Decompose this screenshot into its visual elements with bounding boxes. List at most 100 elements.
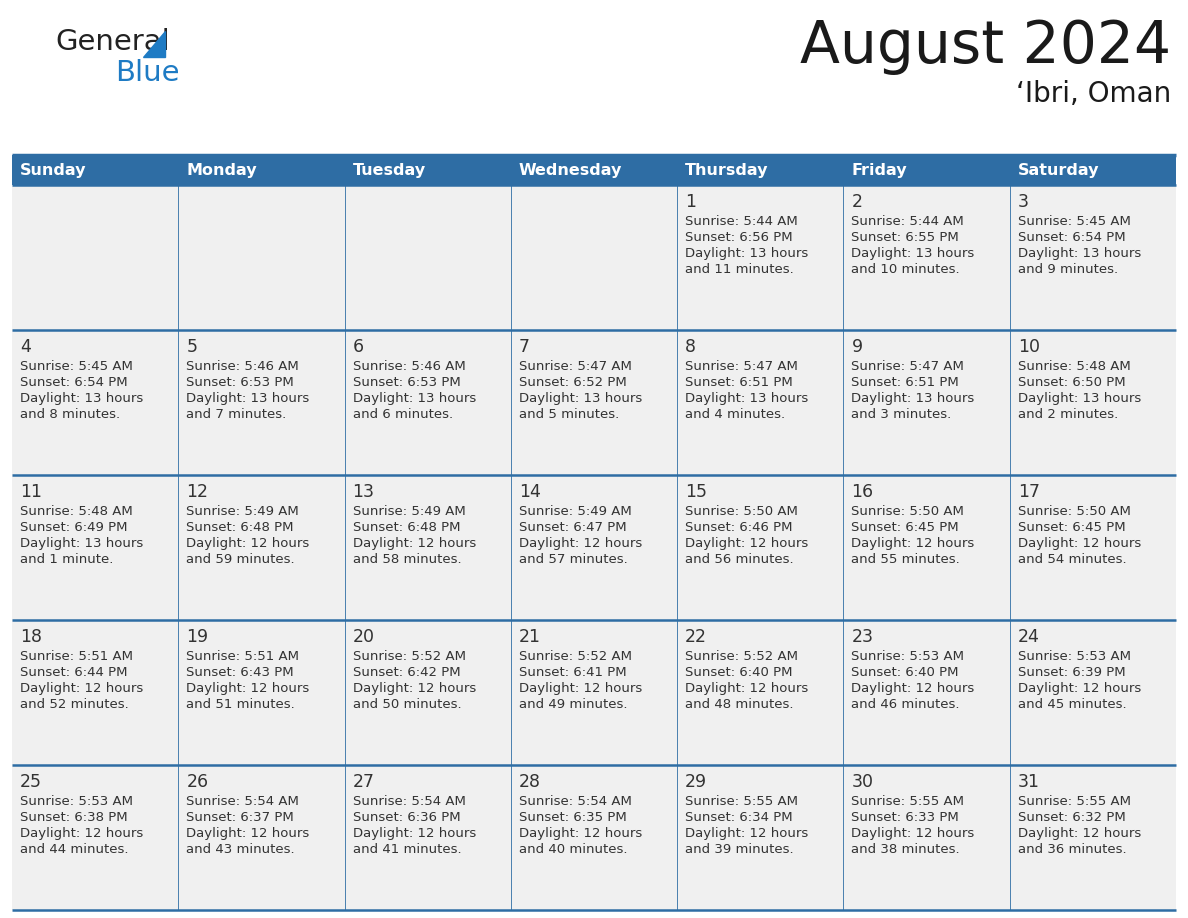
Text: and 52 minutes.: and 52 minutes. <box>20 698 128 711</box>
Polygon shape <box>143 31 165 57</box>
Text: Sunrise: 5:46 AM: Sunrise: 5:46 AM <box>187 360 299 373</box>
Text: and 54 minutes.: and 54 minutes. <box>1018 553 1126 566</box>
Text: Sunrise: 5:51 AM: Sunrise: 5:51 AM <box>20 650 133 663</box>
Text: Sunrise: 5:47 AM: Sunrise: 5:47 AM <box>519 360 632 373</box>
Text: 27: 27 <box>353 773 374 791</box>
Bar <box>12 475 1176 620</box>
Text: 13: 13 <box>353 483 374 501</box>
Text: Daylight: 13 hours: Daylight: 13 hours <box>20 537 144 550</box>
Text: Sunrise: 5:49 AM: Sunrise: 5:49 AM <box>353 505 466 518</box>
Text: and 40 minutes.: and 40 minutes. <box>519 843 627 856</box>
Bar <box>12 155 1176 185</box>
Text: Sunrise: 5:52 AM: Sunrise: 5:52 AM <box>519 650 632 663</box>
Text: 14: 14 <box>519 483 541 501</box>
Text: Daylight: 12 hours: Daylight: 12 hours <box>685 827 808 840</box>
Text: Sunset: 6:51 PM: Sunset: 6:51 PM <box>685 376 792 389</box>
Text: Daylight: 13 hours: Daylight: 13 hours <box>852 392 974 405</box>
Text: Sunset: 6:33 PM: Sunset: 6:33 PM <box>852 811 959 824</box>
Text: Sunset: 6:36 PM: Sunset: 6:36 PM <box>353 811 460 824</box>
Text: Daylight: 12 hours: Daylight: 12 hours <box>20 682 144 695</box>
Text: Tuesday: Tuesday <box>353 162 425 177</box>
Text: 28: 28 <box>519 773 541 791</box>
Text: 29: 29 <box>685 773 707 791</box>
Text: ‘Ibri, Oman: ‘Ibri, Oman <box>1016 80 1171 108</box>
Text: and 4 minutes.: and 4 minutes. <box>685 408 785 421</box>
Text: Sunset: 6:56 PM: Sunset: 6:56 PM <box>685 231 792 244</box>
Text: Sunrise: 5:50 AM: Sunrise: 5:50 AM <box>852 505 965 518</box>
Text: 4: 4 <box>20 338 31 356</box>
Text: Daylight: 12 hours: Daylight: 12 hours <box>187 827 310 840</box>
Text: Daylight: 13 hours: Daylight: 13 hours <box>1018 392 1140 405</box>
Text: 11: 11 <box>20 483 42 501</box>
Text: Sunset: 6:55 PM: Sunset: 6:55 PM <box>852 231 959 244</box>
Text: and 1 minute.: and 1 minute. <box>20 553 113 566</box>
Text: Sunset: 6:40 PM: Sunset: 6:40 PM <box>685 666 792 679</box>
Bar <box>12 765 1176 910</box>
Text: Daylight: 13 hours: Daylight: 13 hours <box>187 392 310 405</box>
Text: and 9 minutes.: and 9 minutes. <box>1018 263 1118 276</box>
Text: and 57 minutes.: and 57 minutes. <box>519 553 627 566</box>
Text: and 3 minutes.: and 3 minutes. <box>852 408 952 421</box>
Text: Sunrise: 5:55 AM: Sunrise: 5:55 AM <box>852 795 965 808</box>
Text: Friday: Friday <box>852 162 908 177</box>
Text: Sunrise: 5:46 AM: Sunrise: 5:46 AM <box>353 360 466 373</box>
Text: Daylight: 12 hours: Daylight: 12 hours <box>852 827 974 840</box>
Text: Daylight: 13 hours: Daylight: 13 hours <box>1018 247 1140 260</box>
Text: and 46 minutes.: and 46 minutes. <box>852 698 960 711</box>
Text: Sunrise: 5:54 AM: Sunrise: 5:54 AM <box>187 795 299 808</box>
Text: 23: 23 <box>852 628 873 646</box>
Text: Wednesday: Wednesday <box>519 162 623 177</box>
Text: Sunrise: 5:44 AM: Sunrise: 5:44 AM <box>852 215 965 228</box>
Text: Daylight: 12 hours: Daylight: 12 hours <box>1018 537 1140 550</box>
Text: 26: 26 <box>187 773 208 791</box>
Text: Daylight: 13 hours: Daylight: 13 hours <box>519 392 642 405</box>
Text: Sunday: Sunday <box>20 162 87 177</box>
Text: 16: 16 <box>852 483 873 501</box>
Text: Daylight: 12 hours: Daylight: 12 hours <box>20 827 144 840</box>
Text: Thursday: Thursday <box>685 162 769 177</box>
Text: Sunset: 6:43 PM: Sunset: 6:43 PM <box>187 666 293 679</box>
Text: Sunrise: 5:47 AM: Sunrise: 5:47 AM <box>852 360 965 373</box>
Text: Sunrise: 5:52 AM: Sunrise: 5:52 AM <box>685 650 798 663</box>
Text: Sunrise: 5:44 AM: Sunrise: 5:44 AM <box>685 215 798 228</box>
Text: and 36 minutes.: and 36 minutes. <box>1018 843 1126 856</box>
Text: Sunrise: 5:53 AM: Sunrise: 5:53 AM <box>20 795 133 808</box>
Text: Daylight: 13 hours: Daylight: 13 hours <box>353 392 476 405</box>
Text: Daylight: 12 hours: Daylight: 12 hours <box>353 827 476 840</box>
Text: Sunset: 6:50 PM: Sunset: 6:50 PM <box>1018 376 1125 389</box>
Text: 25: 25 <box>20 773 42 791</box>
Text: 9: 9 <box>852 338 862 356</box>
Text: and 2 minutes.: and 2 minutes. <box>1018 408 1118 421</box>
Text: Sunrise: 5:51 AM: Sunrise: 5:51 AM <box>187 650 299 663</box>
Text: Sunrise: 5:48 AM: Sunrise: 5:48 AM <box>1018 360 1131 373</box>
Text: Sunset: 6:44 PM: Sunset: 6:44 PM <box>20 666 127 679</box>
Text: 6: 6 <box>353 338 364 356</box>
Bar <box>12 620 1176 765</box>
Text: Sunset: 6:52 PM: Sunset: 6:52 PM <box>519 376 626 389</box>
Text: and 50 minutes.: and 50 minutes. <box>353 698 461 711</box>
Text: Daylight: 12 hours: Daylight: 12 hours <box>1018 682 1140 695</box>
Text: Daylight: 12 hours: Daylight: 12 hours <box>1018 827 1140 840</box>
Text: and 49 minutes.: and 49 minutes. <box>519 698 627 711</box>
Bar <box>12 330 1176 475</box>
Text: 17: 17 <box>1018 483 1040 501</box>
Text: Sunset: 6:54 PM: Sunset: 6:54 PM <box>20 376 127 389</box>
Text: Sunset: 6:35 PM: Sunset: 6:35 PM <box>519 811 626 824</box>
Text: Daylight: 12 hours: Daylight: 12 hours <box>187 682 310 695</box>
Text: Daylight: 12 hours: Daylight: 12 hours <box>852 682 974 695</box>
Text: Sunrise: 5:47 AM: Sunrise: 5:47 AM <box>685 360 798 373</box>
Text: Sunrise: 5:45 AM: Sunrise: 5:45 AM <box>20 360 133 373</box>
Text: 15: 15 <box>685 483 707 501</box>
Text: and 39 minutes.: and 39 minutes. <box>685 843 794 856</box>
Text: and 6 minutes.: and 6 minutes. <box>353 408 453 421</box>
Text: Daylight: 12 hours: Daylight: 12 hours <box>852 537 974 550</box>
Text: Daylight: 13 hours: Daylight: 13 hours <box>685 392 808 405</box>
Text: Sunset: 6:37 PM: Sunset: 6:37 PM <box>187 811 295 824</box>
Text: and 56 minutes.: and 56 minutes. <box>685 553 794 566</box>
Text: Sunset: 6:48 PM: Sunset: 6:48 PM <box>353 521 460 534</box>
Text: Sunset: 6:41 PM: Sunset: 6:41 PM <box>519 666 626 679</box>
Text: Sunrise: 5:54 AM: Sunrise: 5:54 AM <box>353 795 466 808</box>
Text: Sunset: 6:34 PM: Sunset: 6:34 PM <box>685 811 792 824</box>
Text: Daylight: 12 hours: Daylight: 12 hours <box>187 537 310 550</box>
Text: Sunset: 6:39 PM: Sunset: 6:39 PM <box>1018 666 1125 679</box>
